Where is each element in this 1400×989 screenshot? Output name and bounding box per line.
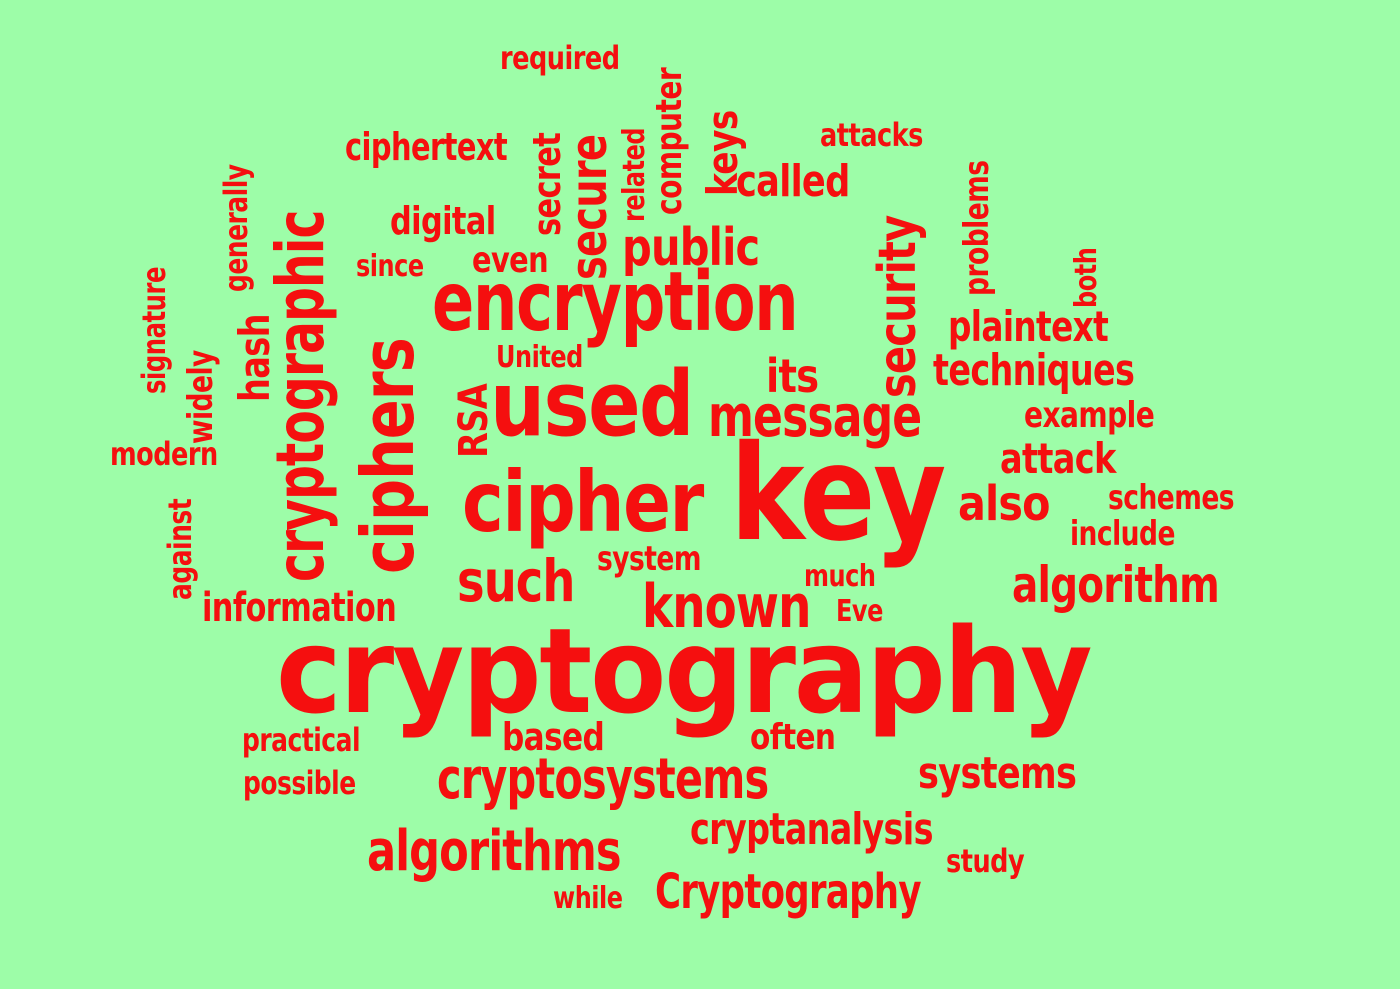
word-message: message	[708, 382, 922, 450]
word-ciphers: ciphers	[346, 338, 430, 574]
word-secret: secret	[525, 132, 569, 236]
word-algorithms: algorithms	[367, 819, 622, 884]
word-signature: signature	[135, 266, 173, 394]
word-system: system	[597, 539, 702, 579]
word-required: required	[500, 39, 620, 77]
word-hash: hash	[230, 314, 279, 402]
word-its: its	[766, 349, 819, 403]
word-keys: keys	[698, 110, 747, 196]
word-cryptanalysis: cryptanalysis	[690, 804, 933, 855]
word-called: called	[736, 156, 850, 207]
word-encryption: encryption	[432, 255, 799, 350]
word-cipher: cipher	[462, 453, 704, 551]
word-example: example	[1024, 395, 1155, 436]
word-techniques: techniques	[933, 345, 1135, 396]
word-attack: attack	[1000, 434, 1116, 483]
word-since: since	[356, 249, 424, 284]
word-study: study	[946, 842, 1025, 880]
word-even: even	[472, 240, 549, 281]
word-Eve: Eve	[836, 594, 883, 629]
word-plaintext: plaintext	[948, 302, 1109, 351]
word-include: include	[1070, 514, 1175, 554]
word-known: known	[642, 572, 811, 642]
word-much: much	[804, 559, 876, 594]
word-generally: generally	[217, 164, 255, 292]
word-cryptography: cryptography	[276, 602, 1093, 740]
word-related: related	[617, 127, 652, 222]
word-secure: secure	[560, 134, 618, 280]
word-problems: problems	[957, 160, 997, 296]
word-information: information	[202, 585, 397, 631]
word-Cryptography: Cryptography	[655, 864, 922, 920]
word-cryptosystems: cryptosystems	[437, 747, 769, 812]
word-both: both	[1069, 247, 1104, 308]
word-security: security	[868, 215, 928, 398]
word-possible: possible	[243, 764, 356, 802]
word-modern: modern	[110, 435, 218, 473]
word-attacks: attacks	[820, 116, 923, 154]
word-algorithm: algorithm	[1012, 556, 1220, 614]
word-ciphertext: ciphertext	[345, 125, 508, 169]
word-RSA: RSA	[451, 383, 497, 458]
word-used: used	[490, 352, 694, 457]
word-systems: systems	[918, 748, 1077, 799]
word-widely: widely	[181, 350, 221, 444]
word-key: key	[730, 417, 946, 571]
word-such: such	[457, 547, 575, 615]
word-digital: digital	[390, 199, 496, 243]
word-United: United	[496, 340, 583, 375]
word-often: often	[750, 717, 836, 758]
word-based: based	[502, 715, 605, 759]
word-public: public	[622, 218, 760, 278]
word-practical: practical	[242, 721, 361, 759]
word-also: also	[958, 476, 1050, 532]
word-against: against	[161, 498, 199, 600]
word-while: while	[553, 881, 623, 916]
word-schemes: schemes	[1108, 478, 1235, 518]
word-computer: computer	[649, 67, 690, 215]
